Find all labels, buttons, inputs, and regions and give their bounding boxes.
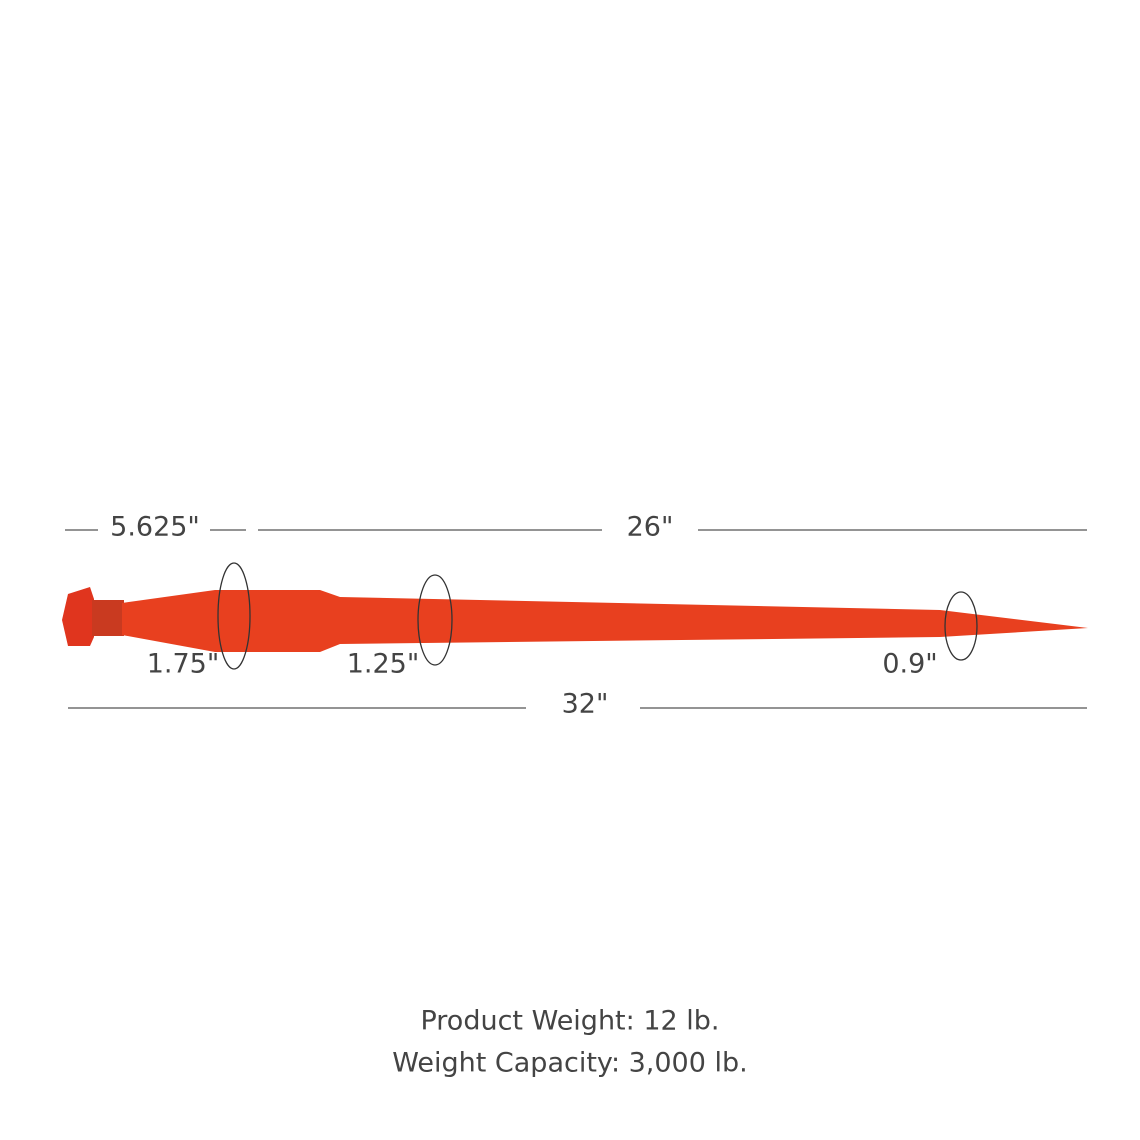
- ring: [417, 574, 453, 666]
- dim-label: 5.625": [110, 512, 200, 543]
- bale-spear: [62, 587, 1088, 652]
- spear-shank: [122, 590, 1088, 652]
- diameter-rings: [217, 562, 978, 670]
- spear-nut: [62, 587, 94, 646]
- dim-label: 1.75": [147, 649, 220, 680]
- dim-label: 0.9": [882, 649, 937, 680]
- dim-label: 32": [562, 689, 609, 720]
- ring: [944, 591, 978, 661]
- spec-text: Product Weight: 12 lb.: [420, 1006, 719, 1037]
- spec-text: Weight Capacity: 3,000 lb.: [392, 1048, 747, 1079]
- dim-label: 26": [627, 512, 674, 543]
- ring: [217, 562, 251, 670]
- spear-thread: [92, 600, 124, 636]
- dimension-lines: [65, 529, 1087, 709]
- dim-label: 1.25": [347, 649, 420, 680]
